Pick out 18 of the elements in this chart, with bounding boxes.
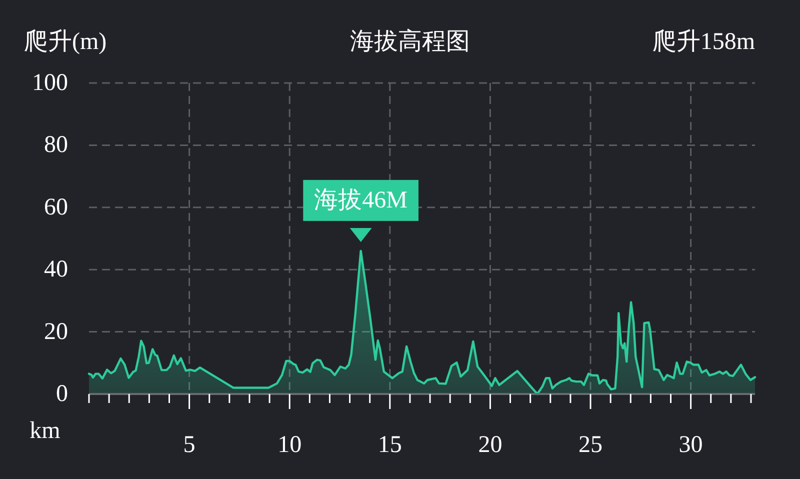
x-tick-label: 5 <box>183 432 196 458</box>
x-tick-label: 10 <box>278 432 302 458</box>
y-axis-title: 爬升(m) <box>24 29 107 55</box>
y-tick-label: 20 <box>44 318 68 345</box>
y-tick-label: 0 <box>56 381 68 407</box>
y-tick-label: 80 <box>44 132 68 158</box>
y-tick-label: 60 <box>44 194 68 220</box>
annotation: 海拔46M <box>314 187 408 214</box>
x-tick-label: 30 <box>678 432 703 458</box>
title: 海拔高程图 <box>350 29 470 55</box>
x-tick-label: 25 <box>578 432 602 458</box>
x-axis-title: km <box>30 418 60 444</box>
annotation: 爬升158m <box>652 29 755 55</box>
annotation: 海拔46M <box>303 180 418 221</box>
y-tick-label: 100 <box>32 70 68 96</box>
y-tick-label: 40 <box>44 256 68 283</box>
x-tick-label: 20 <box>478 432 502 458</box>
x-tick-label: 15 <box>378 432 402 458</box>
